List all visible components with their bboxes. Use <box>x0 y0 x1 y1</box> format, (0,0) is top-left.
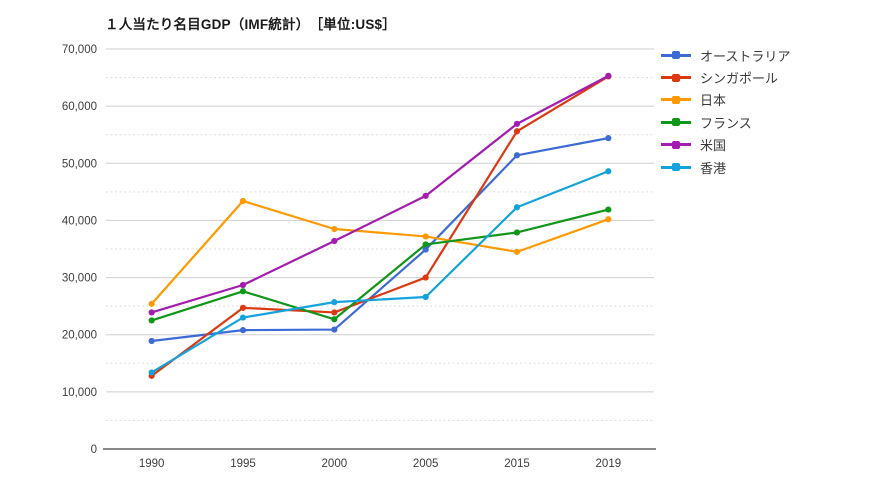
x-tick-label: 1990 <box>139 458 165 470</box>
y-tick-label: 50,000 <box>62 158 97 170</box>
legend-marker-icon <box>661 95 691 104</box>
y-tick-label: 0 <box>91 444 97 456</box>
data-point-japan <box>513 248 521 255</box>
series-line-australia <box>150 137 610 343</box>
chart-legend: オーストラリア シンガポール 日本フランス米国香港 <box>661 44 790 178</box>
data-point-france <box>331 316 338 323</box>
data-point-australia <box>331 326 338 333</box>
data-point-singapore <box>422 274 429 281</box>
legend-point <box>672 163 680 172</box>
data-point-usa <box>422 192 429 199</box>
y-tick-label: 30,000 <box>62 273 97 285</box>
data-point-japan <box>422 233 429 240</box>
legend-marker-icon <box>661 73 691 82</box>
series-line-japan <box>150 199 610 305</box>
data-point-hongkong <box>148 369 155 376</box>
legend-label: 日本 <box>700 93 727 109</box>
y-tick-label: 40,000 <box>62 215 97 227</box>
series-line-hongkong <box>150 170 610 374</box>
data-point-japan <box>605 216 612 223</box>
series-line-usa <box>150 74 610 314</box>
x-tick-label: 2019 <box>596 458 622 470</box>
y-tick-label: 60,000 <box>62 101 97 113</box>
data-point-usa <box>148 309 155 316</box>
data-point-hongkong <box>422 293 429 301</box>
legend-item-australia: オーストラリア <box>661 44 790 66</box>
legend-point <box>672 140 680 149</box>
legend-point <box>672 95 680 104</box>
x-tick-label: 1995 <box>230 458 256 470</box>
data-point-japan <box>331 225 338 233</box>
series-line-france <box>150 208 610 322</box>
data-point-hongkong <box>239 314 247 321</box>
data-point-australia <box>148 337 155 345</box>
legend-item-japan: 日本 <box>661 89 790 111</box>
legend-label: 香港 <box>700 160 727 176</box>
data-point-singapore <box>239 304 247 311</box>
data-point-singapore <box>331 309 338 316</box>
legend-marker-icon <box>661 163 691 172</box>
legend-point <box>672 51 680 60</box>
x-tick-label: 2000 <box>322 458 348 470</box>
data-point-singapore <box>513 128 521 135</box>
legend-point <box>672 118 680 127</box>
data-point-usa <box>331 237 338 245</box>
legend-item-hongkong: 香港 <box>661 156 790 178</box>
data-point-hongkong <box>605 168 612 175</box>
data-point-usa <box>605 72 612 79</box>
legend-item-usa: 米国 <box>661 134 790 156</box>
legend-item-france: フランス <box>661 111 790 133</box>
data-point-australia <box>422 246 429 253</box>
legend-label: フランス <box>700 115 752 131</box>
data-point-france <box>513 229 521 236</box>
data-point-usa <box>513 120 521 127</box>
chart-title: １人当たり名目GDP（IMF統計） ［単位:US$］ <box>105 17 396 32</box>
data-point-france <box>148 317 155 324</box>
data-point-japan <box>148 300 155 307</box>
legend-marker-icon <box>661 140 691 149</box>
data-point-france <box>422 241 429 248</box>
legend-marker-icon <box>661 118 691 127</box>
data-point-usa <box>239 281 247 289</box>
data-point-france <box>605 206 612 213</box>
data-point-australia <box>513 152 521 159</box>
data-point-hongkong <box>331 299 338 306</box>
x-tick-label: 2015 <box>504 458 530 470</box>
data-point-france <box>239 288 247 295</box>
legend-marker-icon <box>661 51 691 60</box>
legend-item-singapore: シンガポール <box>661 66 790 88</box>
data-point-japan <box>239 197 247 205</box>
series-line-singapore <box>150 75 610 377</box>
y-tick-label: 20,000 <box>62 330 97 342</box>
data-point-hongkong <box>513 204 521 211</box>
y-tick-label: 10,000 <box>62 387 97 399</box>
data-point-australia <box>605 135 612 142</box>
x-tick-label: 2005 <box>413 458 439 470</box>
legend-label: オーストラリア <box>700 48 791 64</box>
legend-label: 米国 <box>700 138 727 154</box>
data-point-australia <box>239 327 247 334</box>
y-tick-label: 70,000 <box>62 44 97 56</box>
legend-point <box>672 73 680 82</box>
legend-label: シンガポール <box>700 71 779 87</box>
